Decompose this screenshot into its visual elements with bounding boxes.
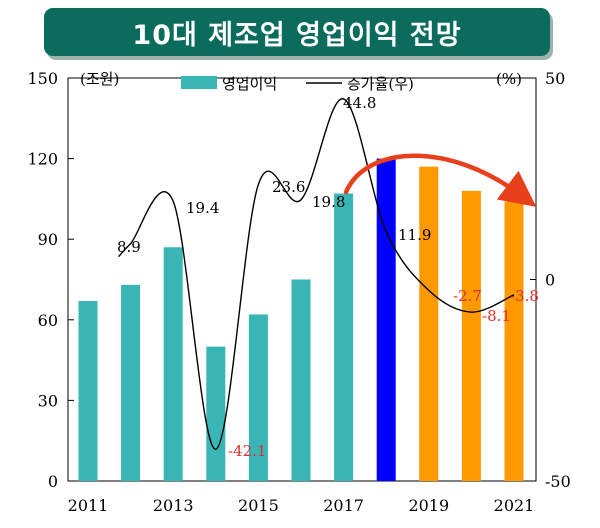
bar	[78, 300, 98, 481]
x-axis-tick-label: 2011	[68, 496, 109, 515]
legend-swatch-bar	[181, 76, 217, 89]
data-label: -8.1	[482, 307, 511, 325]
bar	[206, 346, 226, 481]
bar	[504, 201, 524, 481]
data-labels: 8.9 19.4 -42.1 23.6 19.8 44.8 11.9 -2.7 …	[117, 94, 539, 460]
left-axis-tick-label: 120	[27, 150, 58, 169]
bar	[121, 284, 141, 481]
right-axis-tick-label: 0	[545, 271, 555, 290]
x-axis-tick-label: 2013	[153, 496, 194, 515]
trend-arrow	[343, 153, 537, 207]
right-axis-tick-label: 50	[545, 69, 565, 88]
data-label: 8.9	[117, 238, 141, 256]
bar	[419, 166, 439, 481]
bar	[376, 158, 396, 481]
bar	[334, 193, 354, 481]
chart-title-banner: 10대 제조업 영업이익 전망	[44, 8, 550, 56]
chart-title: 10대 제조업 영업이익 전망	[132, 19, 462, 51]
bar-series	[78, 158, 524, 481]
legend-label-bar: 영업이익	[222, 75, 277, 93]
data-label: 19.4	[186, 199, 219, 217]
bar	[248, 314, 268, 481]
data-label: 11.9	[398, 226, 431, 244]
data-label: -42.1	[228, 442, 266, 460]
right-axis-tick-label: -50	[545, 472, 571, 491]
growth-rate-line	[118, 98, 515, 450]
left-axis-unit: (조원)	[80, 70, 119, 88]
data-label: 23.6	[272, 178, 305, 196]
x-axis-tick-label: 2015	[238, 496, 279, 515]
right-axis-unit: (%)	[496, 70, 522, 88]
right-axis: -50 0 50	[530, 69, 571, 491]
legend-label-line: 증가율(우)	[347, 75, 414, 93]
data-label: 19.8	[312, 193, 345, 211]
data-label: -3.8	[510, 287, 539, 305]
x-axis: 2011 2013 2015 2017 2019 2021	[68, 476, 535, 515]
x-axis-tick-label: 2019	[408, 496, 449, 515]
bar	[291, 279, 311, 481]
left-axis-tick-label: 30	[38, 391, 58, 410]
bar	[461, 190, 481, 481]
legend: 영업이익 증가율(우)	[181, 75, 414, 93]
x-axis-tick-label: 2017	[323, 496, 364, 515]
bar	[163, 247, 183, 481]
data-label: 44.8	[343, 94, 376, 112]
left-axis-tick-label: 0	[48, 472, 58, 491]
left-axis-tick-label: 60	[38, 311, 58, 330]
x-axis-tick-label: 2021	[494, 496, 535, 515]
data-label: -2.7	[453, 287, 482, 305]
left-axis: 0 30 60 90 120 150	[27, 69, 74, 491]
left-axis-tick-label: 90	[38, 230, 58, 249]
left-axis-tick-label: 150	[27, 69, 58, 88]
